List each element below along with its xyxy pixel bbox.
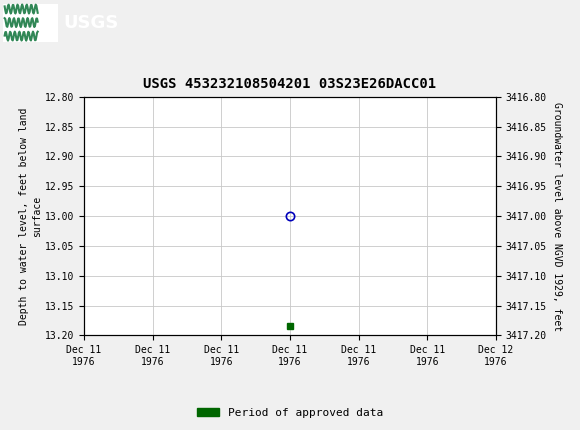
Title: USGS 453232108504201 03S23E26DACC01: USGS 453232108504201 03S23E26DACC01: [143, 77, 437, 92]
Legend: Period of approved data: Period of approved data: [193, 403, 387, 422]
Y-axis label: Depth to water level, feet below land
surface: Depth to water level, feet below land su…: [19, 108, 42, 325]
Bar: [3, 3, 58, 42]
Y-axis label: Groundwater level above NGVD 1929, feet: Groundwater level above NGVD 1929, feet: [552, 101, 562, 331]
Text: USGS: USGS: [64, 14, 119, 31]
